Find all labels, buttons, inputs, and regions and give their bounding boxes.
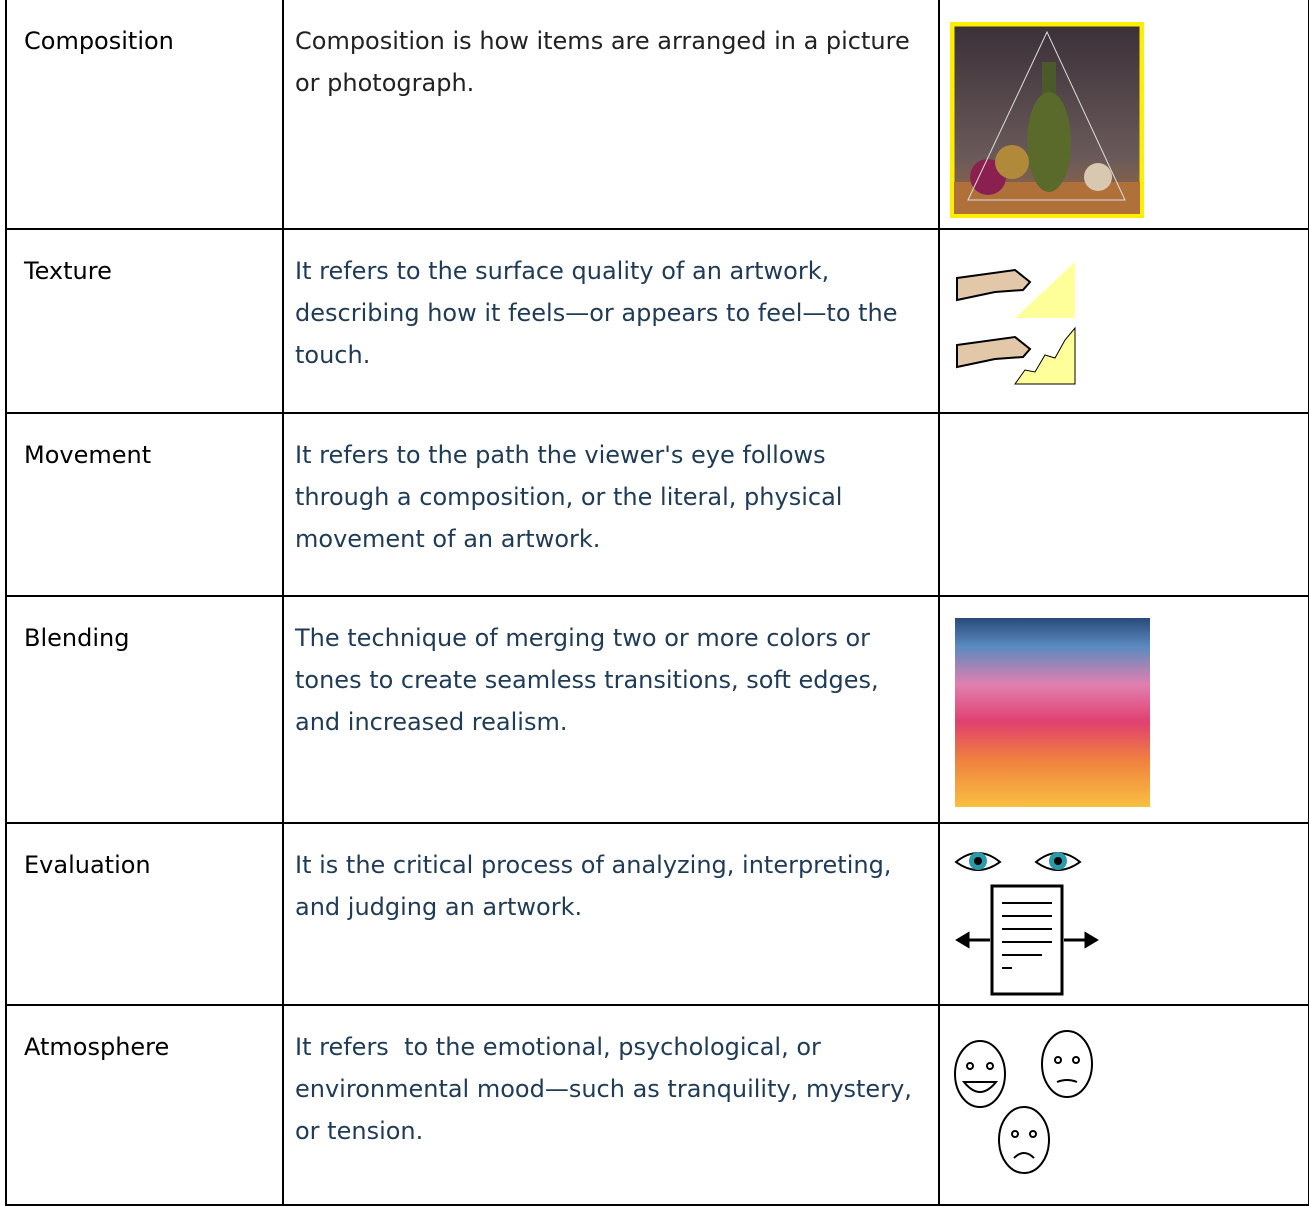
image-cell	[938, 0, 1309, 230]
definition: It refers to the surface quality of an a…	[282, 228, 940, 414]
atmosphere-icon	[954, 1030, 1093, 1174]
definition: It refers to the path the viewer's eye f…	[282, 412, 940, 597]
term: Movement	[5, 412, 284, 597]
glossary-table: Composition Composition is how items are…	[5, 0, 1309, 1206]
image-cell	[938, 822, 1309, 1006]
image-cell	[938, 595, 1309, 824]
term: Blending	[5, 595, 284, 824]
image-cell	[938, 412, 1309, 597]
image-cell	[938, 228, 1309, 414]
still-life-image	[950, 22, 1144, 218]
term: Texture	[5, 228, 284, 414]
evaluation-icon	[954, 852, 1099, 996]
row: Evaluation It is the critical process of…	[5, 822, 1309, 1006]
definition: It is the critical process of analyzing,…	[282, 822, 940, 1006]
image-cell	[938, 1004, 1309, 1206]
row: Composition Composition is how items are…	[5, 0, 1309, 230]
blending-image	[955, 618, 1150, 807]
row: Blending The technique of merging two or…	[5, 595, 1309, 824]
term: Evaluation	[5, 822, 284, 1006]
definition: The technique of merging two or more col…	[282, 595, 940, 824]
definition: It refers to the emotional, psychologica…	[282, 1004, 940, 1206]
term: Atmosphere	[5, 1004, 284, 1206]
row: Movement It refers to the path the viewe…	[5, 412, 1309, 597]
row: Texture It refers to the surface quality…	[5, 228, 1309, 414]
row: Atmosphere It refers to the emotional, p…	[5, 1004, 1309, 1206]
term: Composition	[5, 0, 284, 230]
definition: Composition is how items are arranged in…	[282, 0, 940, 230]
texture-icon	[956, 262, 1076, 385]
